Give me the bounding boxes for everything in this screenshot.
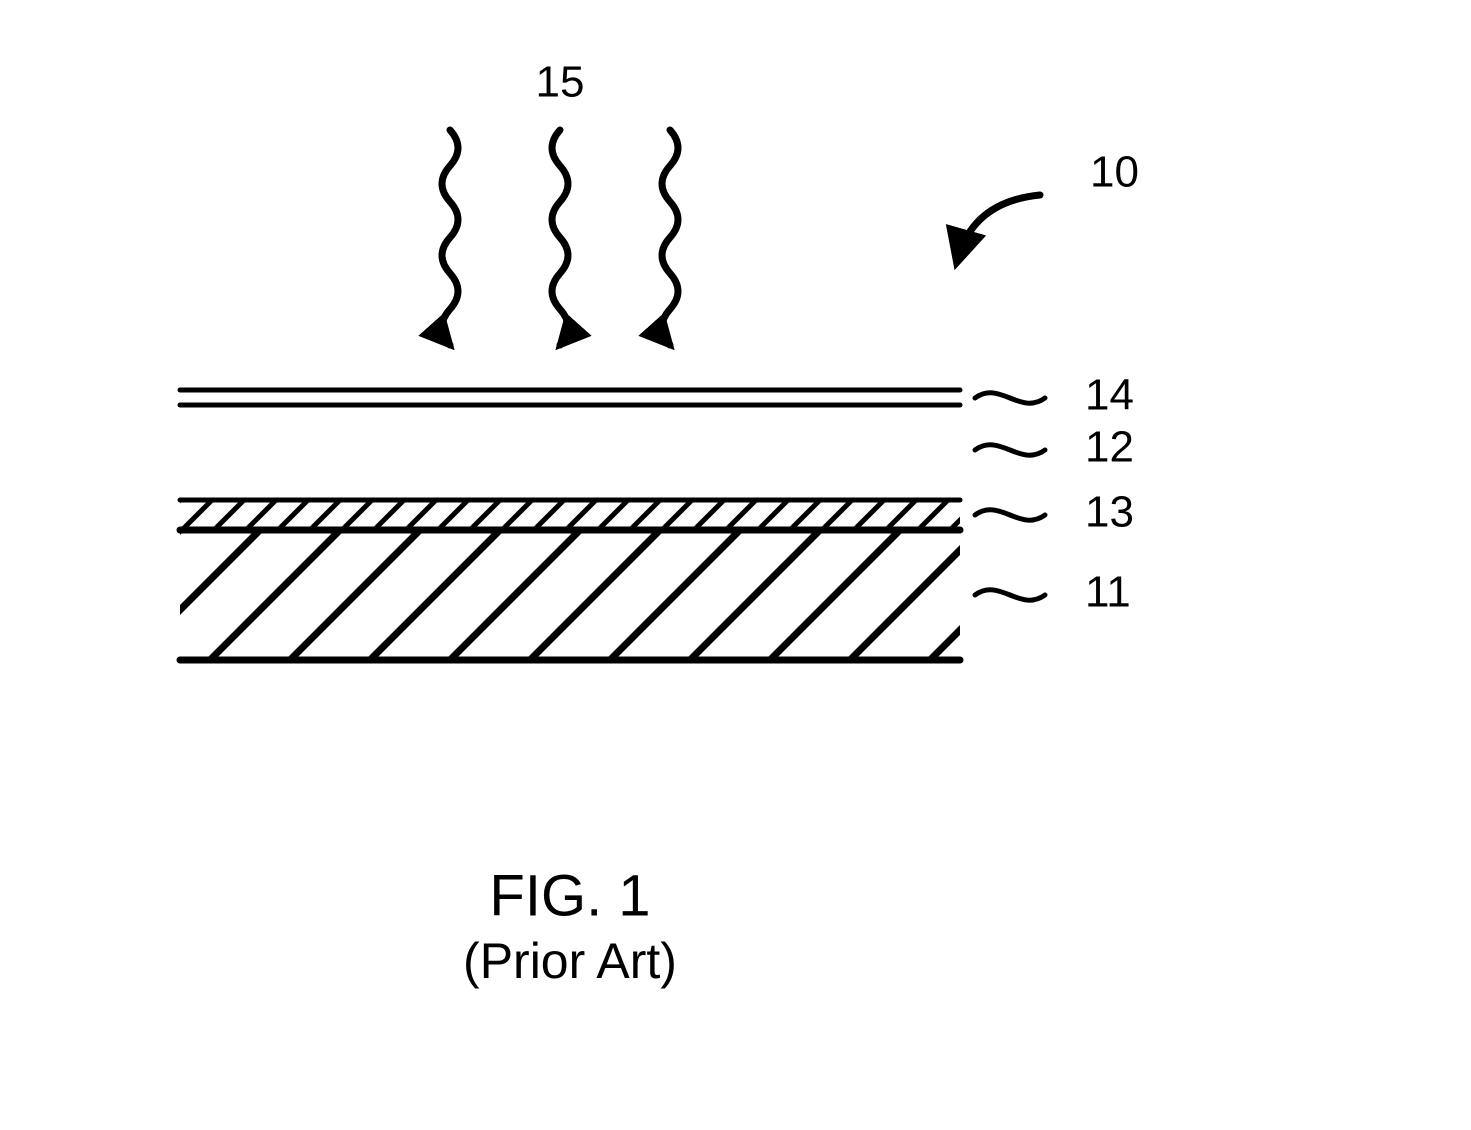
- label-13: 13: [1085, 488, 1134, 537]
- figure-subtitle: (Prior Art): [463, 933, 677, 989]
- label-15: 15: [536, 58, 585, 107]
- leader-11: [975, 590, 1045, 600]
- leader-13: [975, 510, 1045, 520]
- radiation-arrow: [552, 130, 568, 345]
- label-14: 14: [1085, 371, 1134, 420]
- radiation-arrow: [442, 130, 458, 345]
- figure-title: FIG. 1: [489, 863, 650, 928]
- assembly-arrow: [958, 195, 1040, 258]
- leader-12: [975, 445, 1045, 455]
- leader-14: [975, 393, 1045, 403]
- figure-diagram: 15 10 1412 13 11 FIG. 1(Prior Art): [0, 0, 1471, 1130]
- radiation-arrow: [662, 130, 678, 345]
- layer-13: [150, 500, 1012, 530]
- label-12: 12: [1085, 423, 1134, 472]
- label-10: 10: [1090, 148, 1139, 197]
- label-11: 11: [1085, 568, 1131, 617]
